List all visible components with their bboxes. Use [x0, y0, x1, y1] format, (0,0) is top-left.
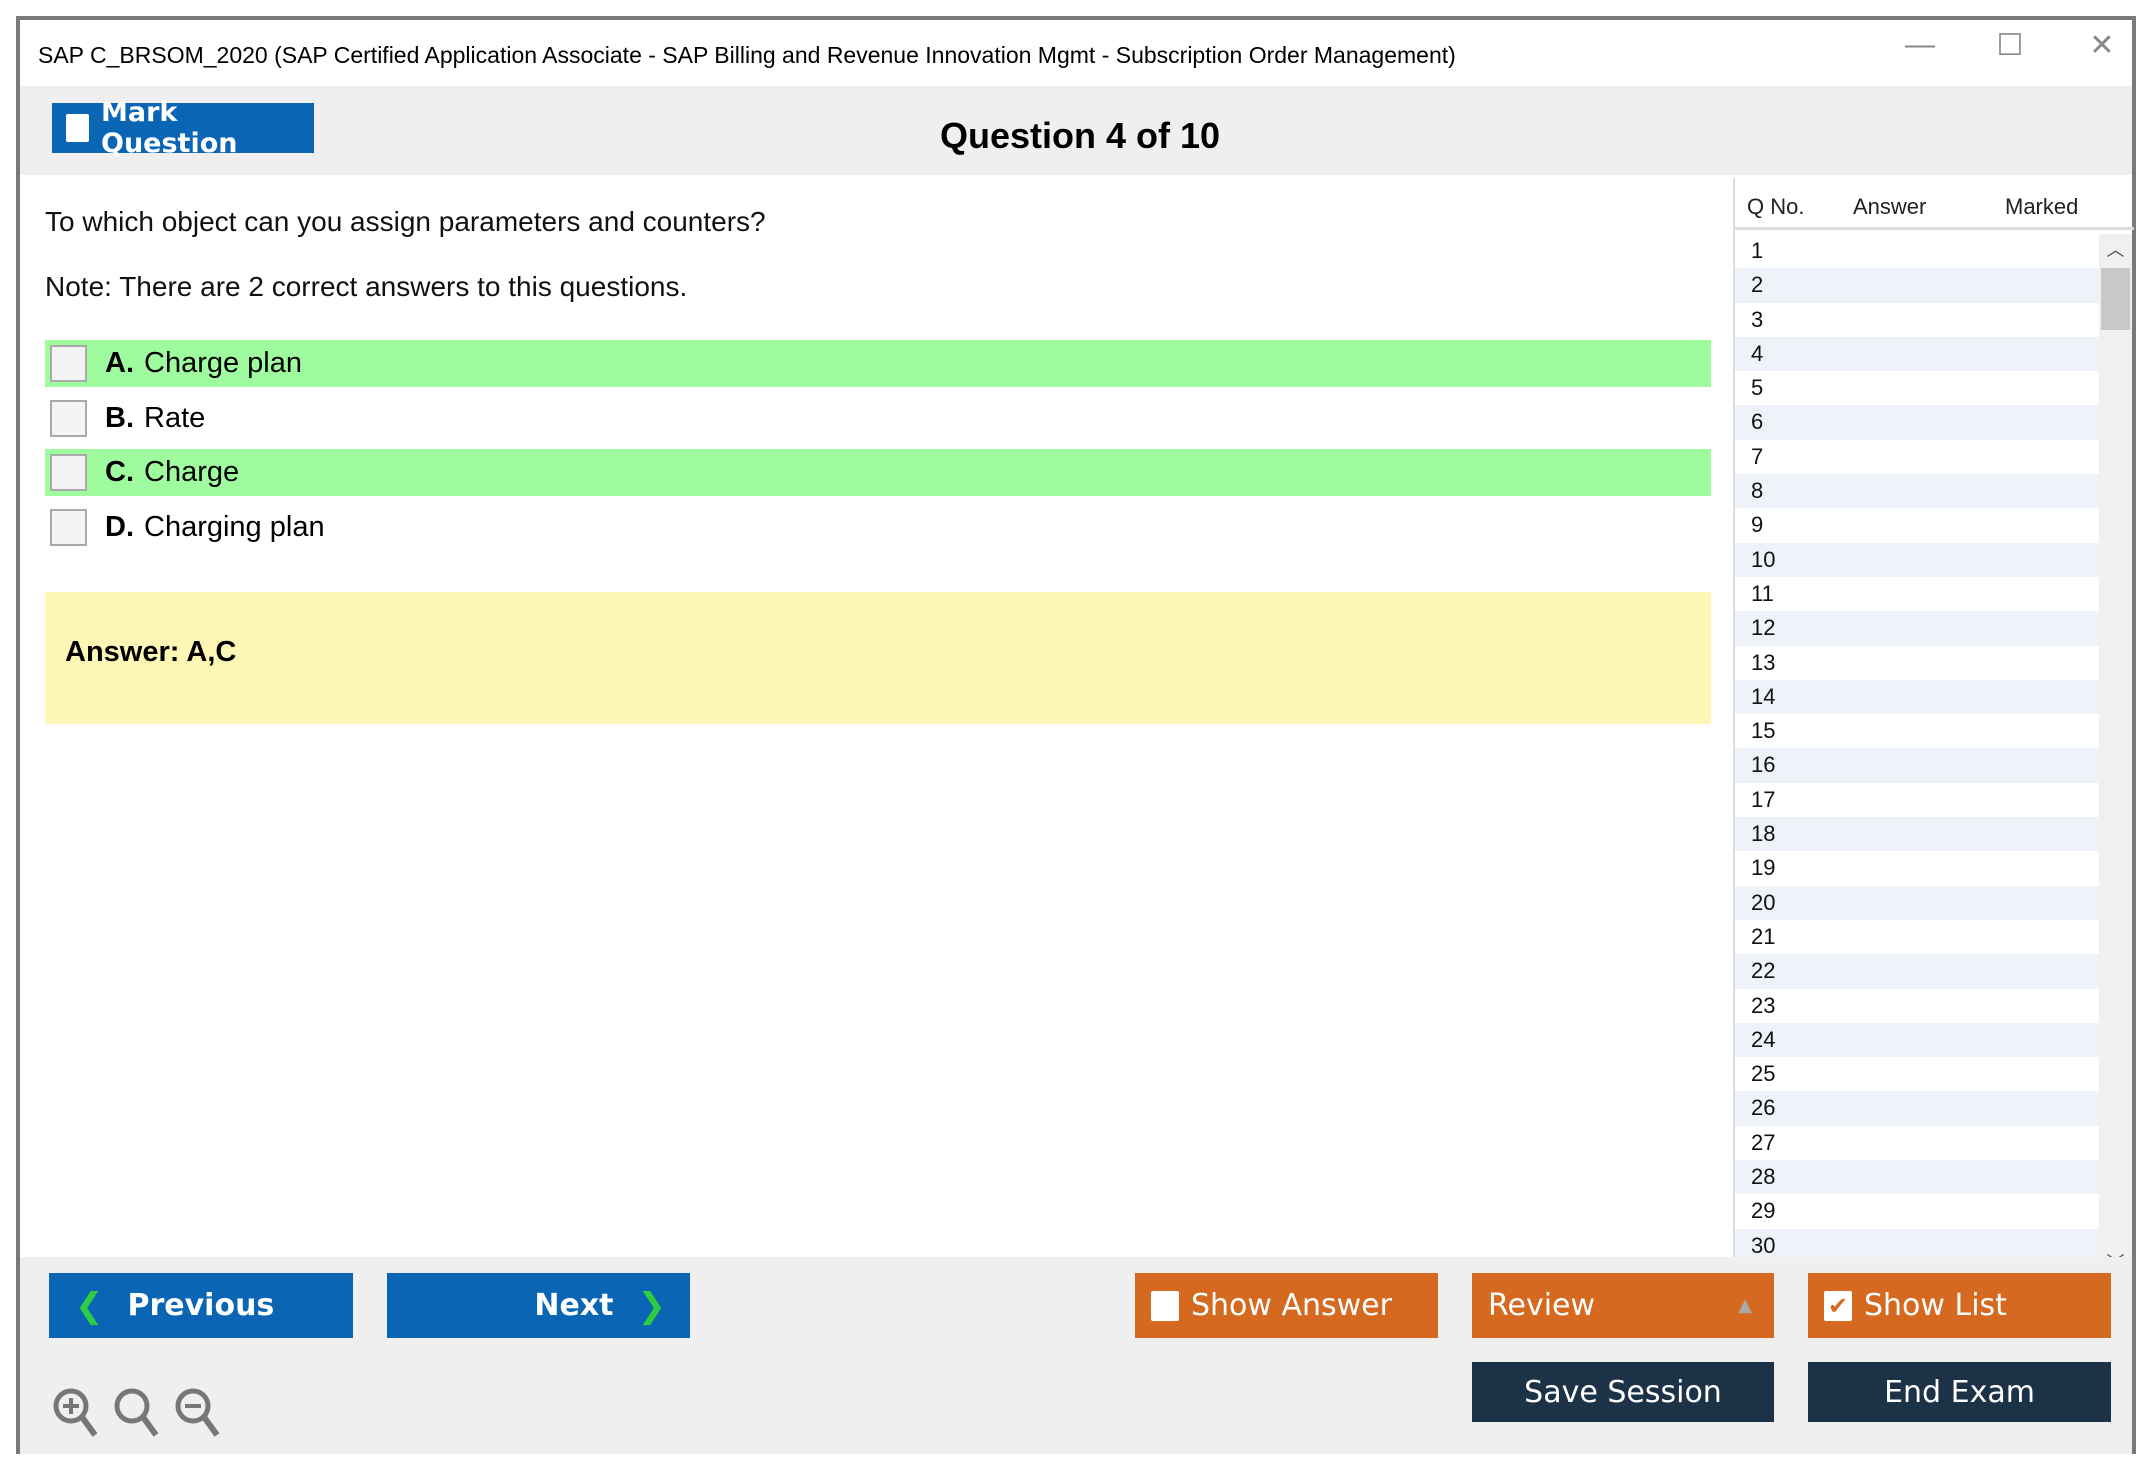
previous-label: Previous — [127, 1288, 275, 1323]
option-b[interactable]: B. Rate — [45, 395, 1711, 442]
app-window: SAP C_BRSOM_2020 (SAP Certified Applicat… — [16, 16, 2136, 1454]
header-bar — [20, 86, 2132, 175]
list-row[interactable]: 27 — [1751, 1129, 1776, 1155]
mark-question-button[interactable]: Mark Question — [52, 97, 314, 159]
option-letter: A. — [105, 347, 134, 379]
option-text: Charging plan — [144, 511, 325, 543]
option-text: Charge plan — [144, 347, 302, 379]
zoom-reset-icon[interactable] — [113, 1387, 159, 1439]
list-row[interactable]: 15 — [1751, 718, 1776, 744]
list-row[interactable]: 5 — [1751, 375, 1764, 401]
scroll-up-icon[interactable]: ︿ — [2106, 240, 2125, 260]
question-note: Note: There are 2 correct answers to thi… — [45, 271, 688, 302]
option-checkbox[interactable] — [50, 509, 87, 546]
question-list: Q No. Answer Marked 1 2 3 4 5 6 7 8 9 10 11 12 13 14 1… — [1733, 178, 2134, 1277]
save-session-button[interactable]: Save Session — [1472, 1362, 1774, 1422]
list-row[interactable]: 25 — [1751, 1061, 1776, 1087]
list-row[interactable]: 11 — [1751, 580, 1774, 606]
show-list-label: Show List — [1864, 1288, 2007, 1323]
list-header: Q No. Answer Marked — [1735, 178, 2134, 230]
list-row[interactable]: 20 — [1735, 885, 2101, 920]
option-c[interactable]: C. Charge — [45, 449, 1711, 496]
option-text: Rate — [144, 402, 206, 434]
end-exam-button[interactable]: End Exam — [1808, 1362, 2111, 1422]
header-answer[interactable]: Answer — [1853, 194, 1927, 219]
close-icon[interactable]: ✕ — [2089, 29, 2115, 62]
mark-question-label: Mark Question — [101, 97, 238, 159]
list-row[interactable]: 12 — [1735, 611, 2101, 646]
list-row[interactable]: 4 — [1735, 336, 2101, 372]
list-row[interactable]: 16 — [1735, 748, 2101, 783]
list-row[interactable]: 2 — [1735, 268, 2101, 303]
list-row[interactable]: 17 — [1751, 786, 1776, 812]
list-row[interactable]: 18 — [1735, 817, 2101, 852]
header-qno[interactable]: Q No. — [1747, 194, 1805, 219]
caret-up-icon: ▲ — [1738, 1295, 1752, 1316]
option-checkbox[interactable] — [50, 345, 87, 382]
next-label: Next — [534, 1288, 614, 1323]
chevron-left-icon: ❮ — [75, 1285, 104, 1326]
question-text: To which object can you assign parameter… — [45, 206, 766, 237]
list-row[interactable]: 23 — [1751, 992, 1776, 1018]
list-row[interactable]: 9 — [1751, 512, 1764, 538]
title-bar: SAP C_BRSOM_2020 (SAP Certified Applicat… — [20, 20, 2132, 86]
list-rows: 1 2 3 4 5 6 7 8 9 10 11 12 13 14 15 16 17 18 19 20 21 22 23 24 2… — [1735, 234, 2101, 1263]
option-text: Charge — [144, 456, 240, 488]
show-list-button[interactable]: ✔ Show List — [1808, 1273, 2111, 1338]
list-row[interactable]: 10 — [1735, 542, 2101, 577]
list-row[interactable]: 19 — [1751, 855, 1776, 881]
list-row[interactable]: 24 — [1735, 1022, 2101, 1058]
checkbox-icon — [66, 114, 89, 142]
show-answer-button[interactable]: Show Answer — [1135, 1273, 1438, 1338]
review-label: Review — [1488, 1288, 1596, 1323]
list-row[interactable]: 14 — [1735, 679, 2101, 715]
list-row[interactable]: 7 — [1751, 443, 1764, 469]
option-d[interactable]: D. Charging plan — [45, 504, 1711, 551]
list-row[interactable]: 29 — [1751, 1198, 1776, 1224]
list-row[interactable]: 13 — [1751, 649, 1776, 675]
question-counter: Question 4 of 10 — [939, 115, 1221, 156]
chevron-right-icon: ❯ — [637, 1285, 667, 1326]
list-row[interactable]: 1 — [1751, 238, 1764, 263]
list-row[interactable]: 28 — [1735, 1160, 2101, 1195]
zoom-in-icon[interactable] — [52, 1387, 98, 1439]
footer-bar — [20, 1257, 2132, 1454]
option-checkbox[interactable] — [50, 400, 87, 437]
list-row[interactable]: 3 — [1751, 306, 1764, 332]
review-dropdown[interactable]: Review ▲ — [1472, 1273, 1774, 1338]
answer-box: Answer: A,C — [45, 592, 1711, 724]
window-title: SAP C_BRSOM_2020 (SAP Certified Applicat… — [38, 42, 1456, 68]
list-row[interactable]: 26 — [1735, 1091, 2101, 1126]
header-marked[interactable]: Marked — [2005, 194, 2079, 219]
checkbox-checked-icon[interactable]: ✔ — [1824, 1290, 1852, 1321]
zoom-out-icon[interactable] — [174, 1387, 220, 1439]
maximize-icon[interactable]: ☐ — [1996, 29, 2024, 62]
minimize-icon[interactable]: — — [1905, 28, 1935, 61]
option-checkbox[interactable] — [50, 454, 87, 491]
checkbox-icon[interactable] — [1151, 1290, 1179, 1321]
option-letter: D. — [105, 511, 134, 543]
list-row[interactable]: 21 — [1751, 923, 1776, 949]
scrollbar[interactable]: ︿ ﹀ — [2099, 234, 2132, 1277]
scrollbar-thumb[interactable] — [2101, 268, 2130, 330]
show-answer-label: Show Answer — [1191, 1288, 1392, 1323]
option-letter: B. — [105, 402, 134, 434]
list-row[interactable]: 22 — [1735, 954, 2101, 989]
option-letter: C. — [105, 456, 134, 488]
list-row[interactable]: 6 — [1735, 405, 2101, 440]
list-row[interactable]: 8 — [1735, 474, 2101, 509]
previous-button[interactable]: ❮ Previous — [49, 1273, 353, 1338]
option-a[interactable]: A. Charge plan — [45, 340, 1711, 387]
next-button[interactable]: Next ❯ — [387, 1273, 690, 1338]
